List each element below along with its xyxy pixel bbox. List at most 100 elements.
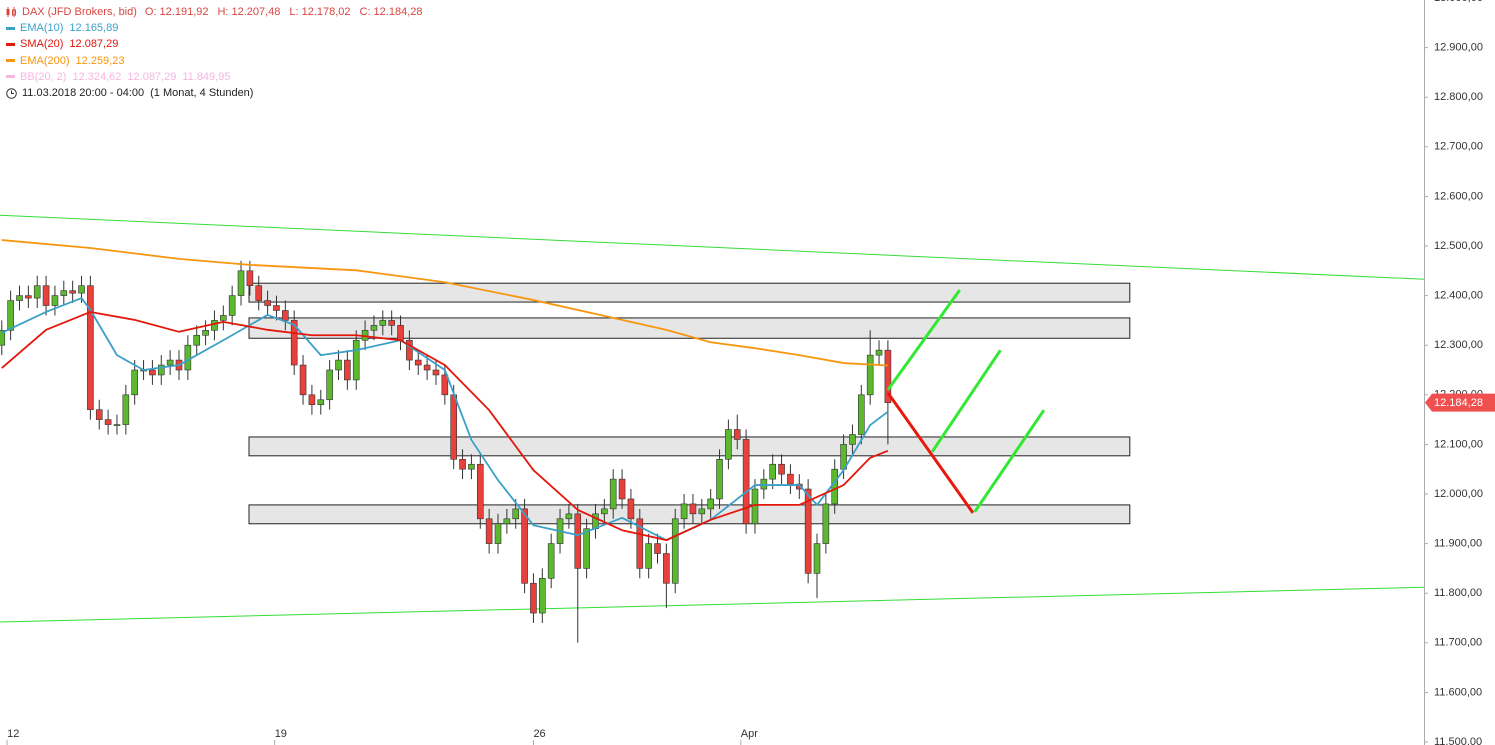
trendline [0, 214, 1424, 280]
candle-body [211, 320, 218, 331]
forecast-line [930, 349, 1002, 453]
candle-body [609, 478, 617, 510]
candle-body [866, 354, 874, 396]
candle-body [503, 518, 511, 525]
zone [248, 436, 1131, 457]
ohlc-label: O: [144, 6, 157, 18]
candle-body [344, 359, 351, 381]
legend-entry: SMA(20) 12.087,29 [6, 36, 437, 52]
x-tick-label: 26 [533, 728, 545, 740]
candle-body [645, 543, 652, 569]
bb-swatch [6, 75, 15, 79]
candle-body [95, 409, 103, 420]
legend-entry: EMA(10) 12.165,89 [6, 20, 437, 36]
candle-body [42, 285, 50, 306]
candle-body [795, 483, 803, 490]
candle-body [601, 508, 608, 515]
candle-body [299, 364, 307, 396]
candle-body [654, 543, 661, 554]
ma-line [1, 239, 888, 367]
candle-body [769, 463, 776, 480]
candle-body [849, 434, 856, 445]
candle-body [0, 330, 6, 346]
y-tick-label: 12.600,00 [1434, 190, 1483, 202]
candle-body [530, 582, 537, 614]
candle-body [450, 394, 457, 460]
bb-legend: BB(20, 2) 12.324,62 12.087,29 11.849,95 [6, 69, 437, 85]
candle-body [671, 518, 679, 584]
zone [248, 282, 1131, 303]
zone [248, 504, 1131, 525]
candle-body [716, 458, 723, 500]
candle-body [468, 463, 475, 470]
candle-body [813, 543, 821, 574]
candle-body [432, 369, 440, 376]
price-tag [1425, 393, 1495, 412]
legend-swatch [6, 26, 15, 30]
candle-body [627, 498, 635, 520]
bb-value: 12.087,29 [127, 70, 177, 83]
candle-body [78, 285, 85, 294]
candle-body [406, 339, 413, 361]
candle-body [778, 463, 785, 475]
candle-body [290, 320, 298, 366]
period: 11.03.2018 20:00 - 04:00 [22, 87, 145, 100]
candle-body [113, 424, 121, 426]
candle-body [308, 394, 316, 406]
legend-title-row: DAX (JFD Brokers, bid) O: 12.191,92 H: 12.2… [6, 4, 437, 20]
candle-body [636, 518, 644, 569]
ohlc-label: L: [289, 6, 299, 18]
ma-line [1, 311, 889, 542]
legend-entry: EMA(200) 12.259,23 [6, 53, 437, 69]
candle-body [574, 513, 582, 569]
legend-swatch [6, 43, 15, 46]
y-tick-label: 11.600,00 [1434, 686, 1482, 698]
ohlc-value: 12.184,28 [373, 6, 423, 18]
candle-body [822, 503, 830, 544]
y-tick-label: 11.800,00 [1434, 587, 1482, 599]
candle-body [273, 305, 280, 311]
ohlc-value: 12.191,92 [159, 6, 209, 18]
candle-body [220, 315, 227, 321]
candle-body [884, 349, 892, 404]
legend: DAX (JFD Brokers, bid) O: 12.191,92 H: 12.2… [6, 4, 437, 101]
forecast-line [886, 289, 961, 391]
candle-body [831, 468, 839, 505]
candle-body [264, 300, 271, 306]
ohlc-value: 12.207,48 [231, 6, 281, 18]
interval: (1 Monat, 4 Stunden) [150, 87, 254, 100]
y-tick-label: 12.500,00 [1434, 240, 1483, 252]
candle-body [680, 503, 688, 520]
y-tick-label: 11.700,00 [1434, 637, 1482, 649]
legend-name: EMA(200) [20, 54, 70, 67]
trendline [0, 586, 1424, 623]
candle-body [494, 523, 502, 544]
candle-body [512, 508, 520, 520]
candle-body [352, 339, 360, 381]
candle-body [104, 419, 112, 425]
candle-body [282, 310, 289, 321]
ma-line [1, 297, 889, 542]
legend-value: 12.259,23 [75, 54, 125, 67]
candle-body [60, 290, 68, 296]
y-tick-label: 12.000,00 [1434, 488, 1483, 500]
candle-body [255, 285, 263, 301]
forecast-line [973, 409, 1046, 513]
candle-body [122, 394, 130, 425]
y-tick-label: 11.900,00 [1434, 538, 1482, 550]
candle-body [787, 473, 794, 485]
bb-value: 11.849,95 [182, 70, 231, 83]
series-legend: EMA(10) 12.165,89 SMA(20) 12.087,29 EMA(200)… [6, 20, 437, 69]
y-tick-label: 12.300,00 [1434, 339, 1483, 351]
candle-body [539, 578, 546, 614]
candle-body [379, 320, 387, 326]
legend-value: 12.165,89 [69, 22, 119, 35]
candle-body [25, 295, 32, 299]
candle-body [521, 508, 528, 584]
candle-body [131, 369, 138, 396]
ohlc-label: H: [217, 6, 229, 18]
candle-body [228, 295, 236, 316]
candle-icon [6, 7, 16, 18]
candle-body [476, 463, 484, 520]
